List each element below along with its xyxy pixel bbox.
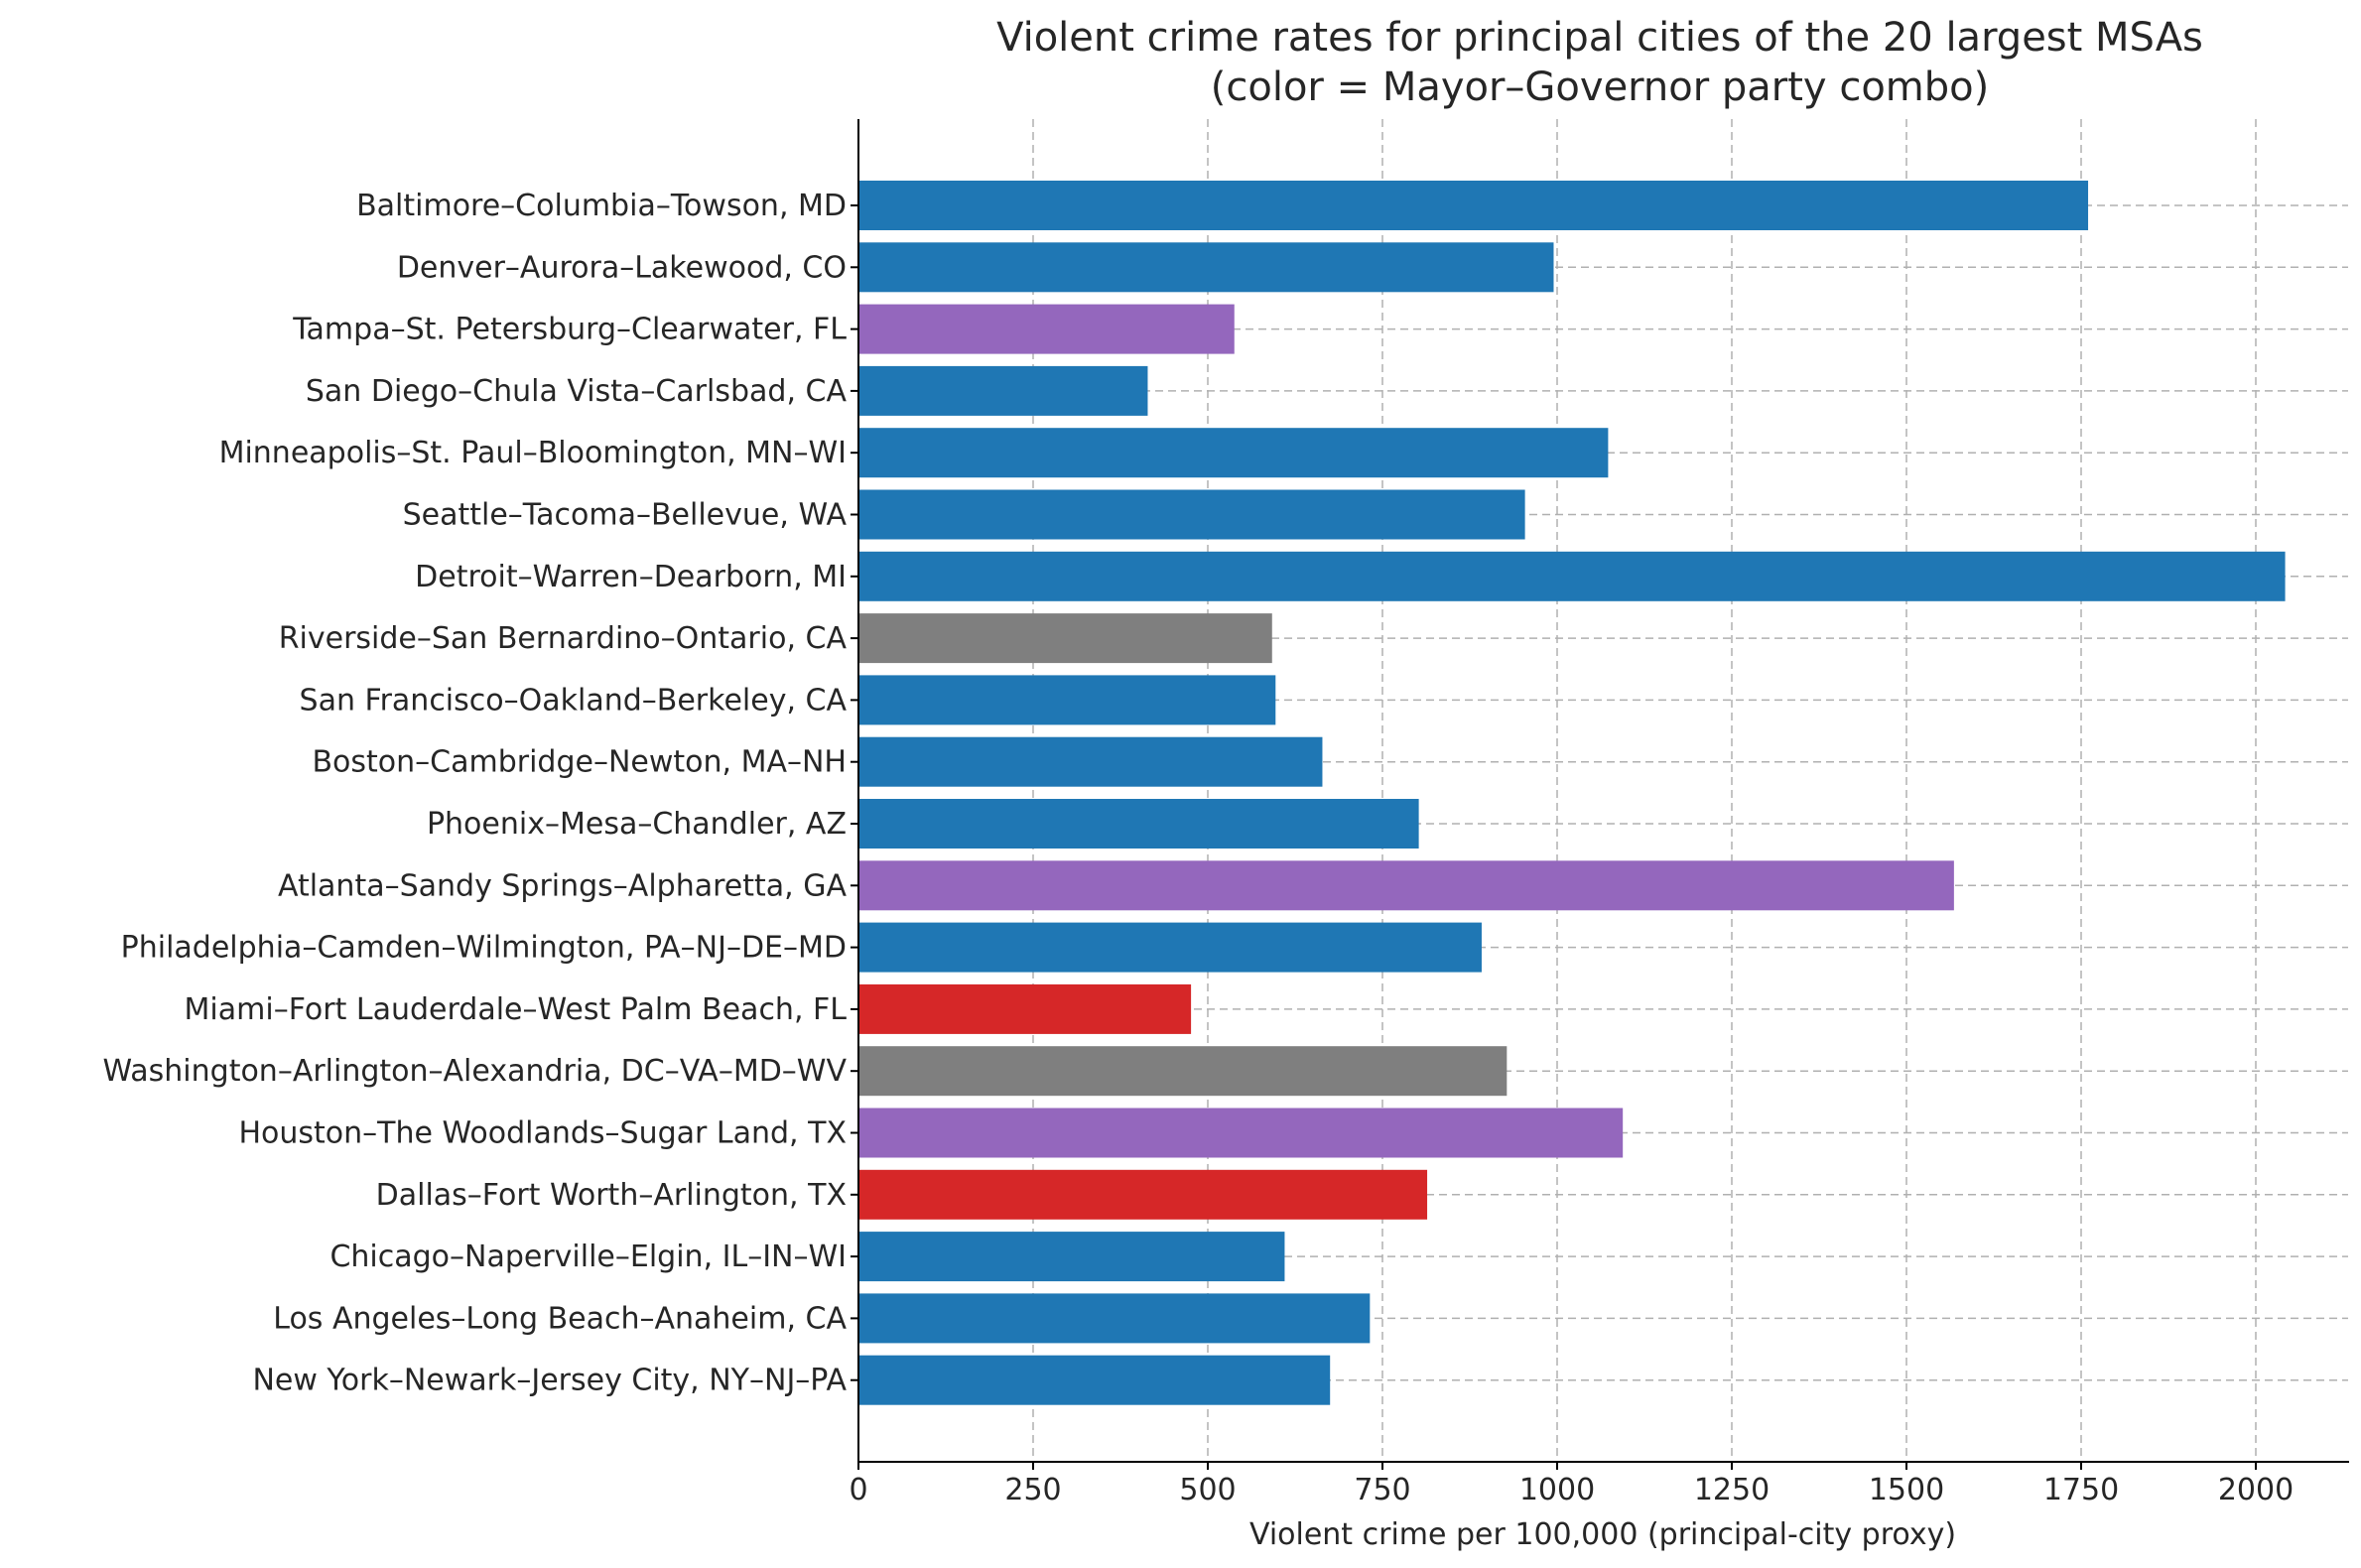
y-tick-label: Boston–Cambridge–Newton, MA–NH <box>312 745 847 780</box>
bar <box>858 304 1235 354</box>
y-tick-label: Washington–Arlington–Alexandria, DC–VA–M… <box>103 1054 848 1089</box>
x-axis-label: Violent crime per 100,000 (principal-cit… <box>1249 1517 1956 1552</box>
y-tick-label: Miami–Fort Lauderdale–West Palm Beach, F… <box>185 992 848 1027</box>
y-tick-label: Tampa–St. Petersburg–Clearwater, FL <box>292 313 847 347</box>
bar <box>858 489 1525 540</box>
y-tick-label: Philadelphia–Camden–Wilmington, PA–NJ–DE… <box>121 931 847 966</box>
x-tick-label: 1500 <box>1869 1473 1944 1507</box>
chart-title: Violent crime rates for principal cities… <box>996 15 2203 61</box>
y-tick-label: San Francisco–Oakland–Berkeley, CA <box>300 683 848 718</box>
chart-subtitle: (color = Mayor–Governor party combo) <box>1211 65 1989 110</box>
bar <box>858 1293 1371 1344</box>
x-tick-label: 750 <box>1354 1473 1410 1507</box>
x-tick-label: 500 <box>1179 1473 1236 1507</box>
bar <box>858 1108 1624 1158</box>
bar <box>858 181 2089 230</box>
y-tick-label: Los Angeles–Long Beach–Anaheim, CA <box>273 1301 847 1336</box>
x-tick-label: 250 <box>1004 1473 1061 1507</box>
bar <box>858 1355 1331 1405</box>
y-tick-label: New York–Newark–Jersey City, NY–NJ–PA <box>252 1364 847 1398</box>
bar <box>858 1232 1285 1282</box>
bar <box>858 242 1554 293</box>
y-tick-label: Detroit–Warren–Dearborn, MI <box>415 560 847 594</box>
y-tick-label: Baltimore–Columbia–Towson, MD <box>356 189 847 223</box>
bar <box>858 1046 1508 1097</box>
x-tick-label: 2000 <box>2218 1473 2294 1507</box>
bar <box>858 983 1192 1034</box>
y-tick-label: Atlanta–Sandy Springs–Alpharetta, GA <box>278 868 848 903</box>
y-tick-label: Denver–Aurora–Lakewood, CO <box>397 250 847 285</box>
y-tick-label: Chicago–Naperville–Elgin, IL–IN–WI <box>329 1240 847 1274</box>
y-tick-label: Houston–The Woodlands–Sugar Land, TX <box>238 1116 847 1151</box>
y-tick-label: Riverside–San Bernardino–Ontario, CA <box>279 621 848 656</box>
bar <box>858 922 1482 973</box>
x-tick-label: 0 <box>849 1473 867 1507</box>
x-tick-labels: 0 250 500 750 1000 1250 1500 1750 2000 <box>849 1462 2294 1507</box>
bar <box>858 428 1609 478</box>
x-tick-label: 1000 <box>1519 1473 1595 1507</box>
bar <box>858 551 2286 601</box>
bar <box>858 736 1323 787</box>
bar <box>858 365 1148 416</box>
x-tick-label: 1750 <box>2043 1473 2119 1507</box>
y-tick-label: Dallas–Fort Worth–Arlington, TX <box>376 1178 847 1213</box>
bar <box>858 860 1954 911</box>
y-tick-label: Minneapolis–St. Paul–Bloomington, MN–WI <box>219 436 847 470</box>
y-tick-label: Phoenix–Mesa–Chandler, AZ <box>427 807 847 842</box>
bar <box>858 675 1276 725</box>
y-tick-labels: Baltimore–Columbia–Towson, MD Denver–Auro… <box>103 189 858 1398</box>
bar <box>858 1169 1428 1220</box>
bars <box>858 181 2286 1405</box>
y-tick-label: Seattle–Tacoma–Bellevue, WA <box>403 498 848 533</box>
x-tick-label: 1250 <box>1694 1473 1770 1507</box>
bar <box>858 613 1272 664</box>
y-tick-label: San Diego–Chula Vista–Carlsbad, CA <box>306 374 848 409</box>
bar <box>858 799 1419 849</box>
